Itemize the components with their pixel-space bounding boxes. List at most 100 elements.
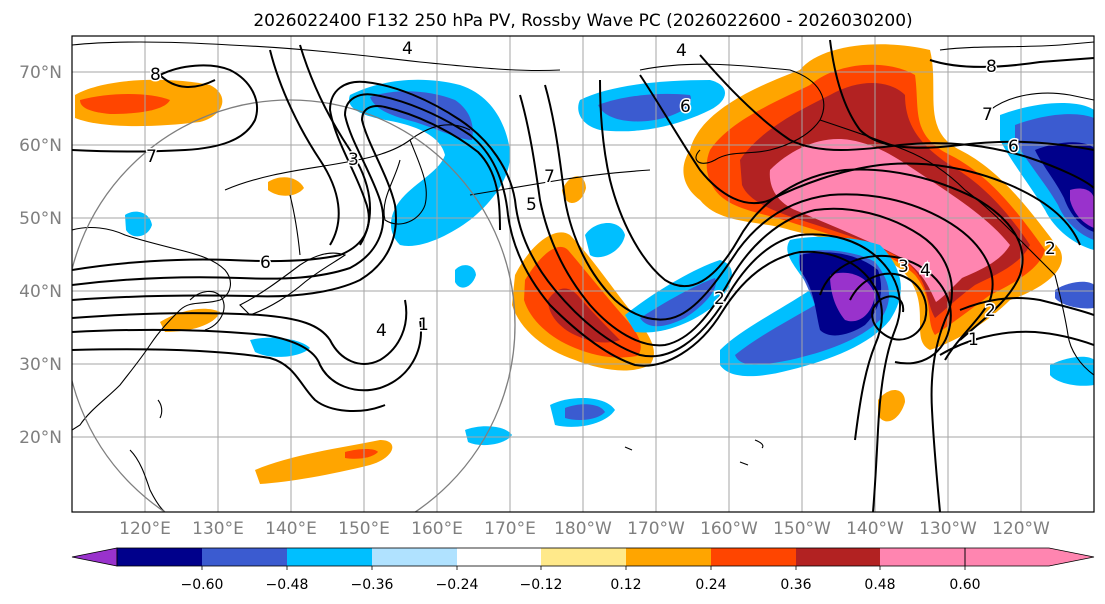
anomaly-negative-dateline-south-med	[640, 278, 716, 327]
colorbar-segment	[880, 548, 965, 566]
contour-line	[299, 44, 371, 246]
lon-label: 160°W	[700, 519, 758, 539]
colorbar-tick-label: 0.48	[864, 577, 895, 593]
coastline-us-west	[1054, 274, 1094, 376]
longitude-labels: 120°E 130°E 140°E 150°E 160°E 170°E 180°…	[119, 519, 1050, 539]
anomaly-positive-small-2	[562, 176, 586, 203]
anomaly-negative-blob-5	[465, 426, 512, 446]
contour-line	[72, 348, 386, 412]
anomaly-positive-small-1	[268, 177, 304, 196]
lon-label: 130°E	[192, 519, 244, 539]
anomaly-negative-blob-8	[455, 265, 476, 288]
anomaly-strong-siberia	[80, 94, 170, 114]
anomaly-positive-small-3	[878, 390, 905, 422]
pv-shading	[75, 44, 1094, 484]
lat-label-50n: 50°N	[19, 209, 62, 229]
contour-line	[72, 64, 258, 153]
contour-labels: 8 4 4 7 3 6 4 1 7 5 6 2 1 2 6 4 3 7 8 2	[145, 38, 1058, 352]
contour-label: 7	[982, 105, 993, 125]
lon-label: 170°W	[627, 519, 685, 539]
coastline-siberia-north	[72, 41, 561, 72]
colorbar-tick-label: −0.60	[181, 577, 224, 593]
latitude-labels: 70°N 60°N 50°N 40°N 30°N 20°N	[19, 63, 62, 448]
contour-label: 2	[1045, 239, 1056, 259]
anomaly-negative-kamchatka-inner	[370, 91, 473, 140]
anomaly-negative-blob-2-med	[565, 404, 605, 420]
coastline-hawaii	[624, 439, 764, 466]
lon-label: 150°E	[338, 519, 390, 539]
lat-label-30n: 30°N	[19, 355, 62, 375]
contour-line	[72, 80, 901, 512]
lon-label: 140°W	[846, 519, 904, 539]
coastlines	[72, 41, 1094, 512]
contour-line	[849, 272, 928, 341]
colorbar-tick-label: 0.24	[695, 577, 726, 593]
contour-line	[72, 93, 883, 441]
contour-label: 7	[146, 147, 157, 167]
anomaly-strong-subtropics	[345, 449, 378, 459]
lon-label: 130°W	[919, 519, 977, 539]
contour-line	[599, 79, 1024, 341]
contour-label: 6	[1008, 137, 1019, 157]
contour-line	[544, 84, 994, 361]
colorbar-tick-label: −0.24	[436, 577, 479, 593]
contour-line	[72, 319, 422, 392]
contour-line	[829, 39, 1094, 151]
colorbar-ticks	[201, 566, 966, 570]
lat-label-70n: 70°N	[19, 63, 62, 83]
colorbar-segment	[457, 548, 541, 566]
lon-label: 140°E	[265, 519, 317, 539]
colorbar-segment	[541, 548, 626, 566]
colorbar-segment	[372, 548, 457, 566]
anomaly-negative-blob-4	[1055, 281, 1094, 309]
contour-label: 4	[376, 321, 387, 341]
colorbar: −0.60 −0.48 −0.36 −0.24 −0.12 0.12 0.24 …	[71, 547, 1095, 593]
anomaly-negative-blob-1	[585, 222, 625, 258]
colorbar-tick-label: 0.60	[949, 577, 980, 593]
map-frame	[71, 35, 1095, 513]
lat-label-20n: 20°N	[19, 428, 62, 448]
coastline-philippines	[129, 449, 166, 512]
coastline-taiwan	[157, 399, 163, 419]
lon-label: 170°E	[484, 519, 536, 539]
coastline-sakhalin	[289, 194, 301, 256]
contour-label: 7	[544, 167, 555, 187]
contour-label: 6	[680, 97, 691, 117]
colorbar-tick-label: −0.12	[520, 577, 563, 593]
contour-line	[959, 297, 1094, 316]
colorbar-extend-min	[71, 547, 118, 567]
contour-label: 4	[920, 261, 931, 281]
contour-line	[269, 49, 340, 246]
contour-line	[939, 330, 1094, 356]
graticule	[72, 36, 1094, 512]
colorbar-extend-max	[964, 547, 1095, 567]
contour-line	[519, 94, 953, 512]
coastline-alaska-south	[819, 119, 966, 191]
coastline-asia	[72, 226, 231, 431]
lon-label: 180°W	[554, 519, 612, 539]
contour-label: 2	[714, 289, 725, 309]
colorbar-segment	[796, 548, 880, 566]
coastline-hudson	[989, 92, 1094, 111]
colorbar-tick-label: −0.48	[266, 577, 309, 593]
lon-label: 150°W	[773, 519, 831, 539]
coastline-korea	[189, 290, 225, 331]
region-circle	[72, 99, 516, 512]
colorbar-tick-label: −0.36	[351, 577, 394, 593]
contour-line	[699, 54, 1094, 189]
colorbar-segment	[117, 548, 202, 566]
colorbar-segment	[711, 548, 796, 566]
lon-label: 160°E	[411, 519, 463, 539]
coastline-canada-north	[939, 41, 1094, 51]
colorbar-tick-label: 0.36	[780, 577, 811, 593]
contour-line	[929, 57, 1094, 68]
lat-label-40n: 40°N	[19, 282, 62, 302]
contour-label: 4	[402, 39, 413, 59]
colorbar-segment	[202, 548, 287, 566]
contour-label: 1	[418, 315, 429, 335]
lon-label: 120°E	[119, 519, 171, 539]
colorbar-segment	[287, 548, 372, 566]
contour-line	[72, 299, 408, 365]
contour-line	[639, 74, 1081, 246]
